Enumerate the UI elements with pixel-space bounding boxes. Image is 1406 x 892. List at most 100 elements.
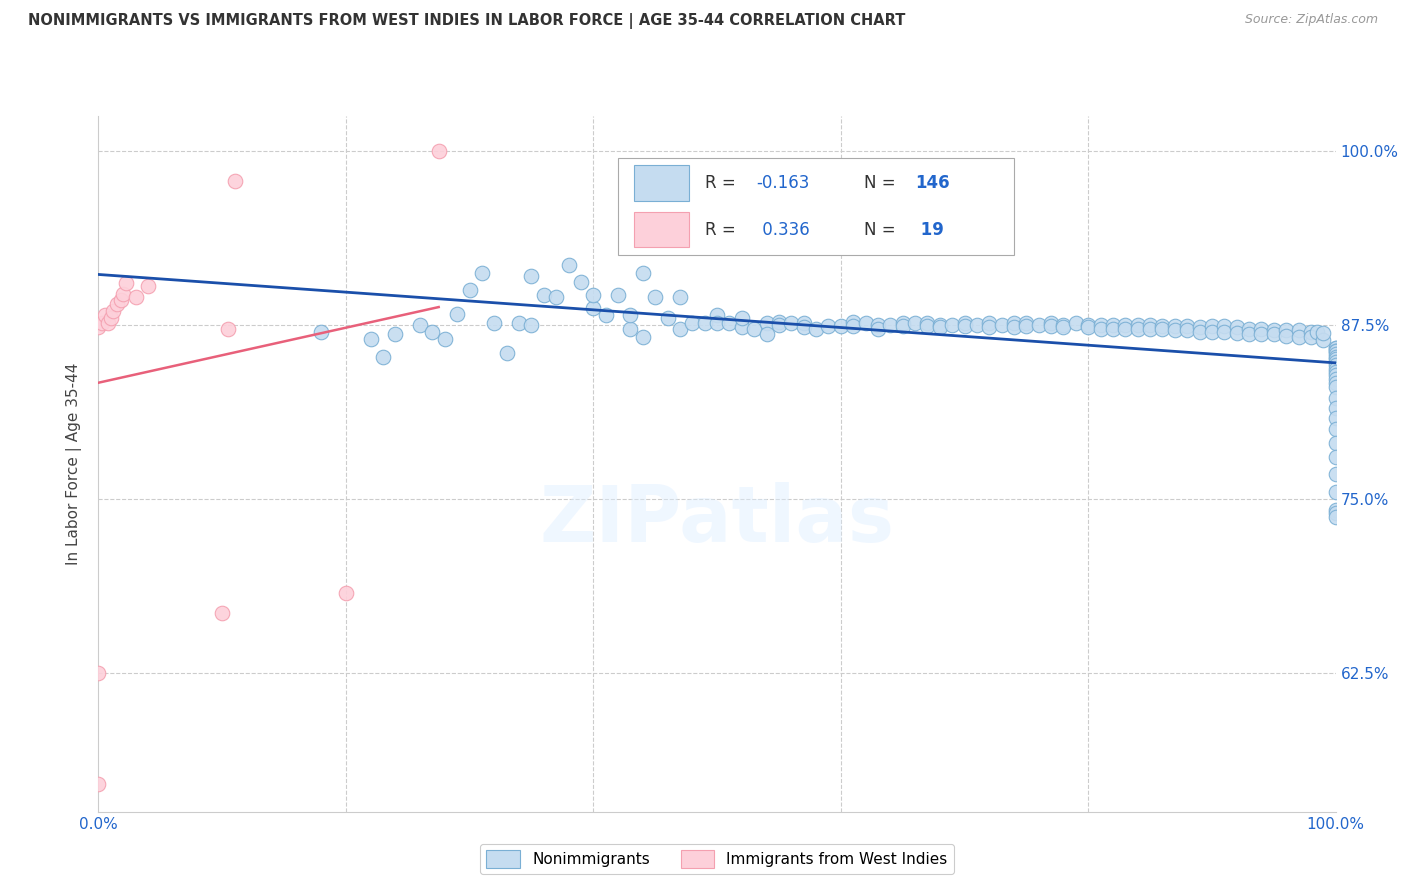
- Point: [1288, 330, 1310, 344]
- Point: [1324, 344, 1347, 359]
- Point: [409, 318, 432, 332]
- Point: [953, 316, 976, 330]
- Point: [731, 320, 754, 334]
- Point: [100, 310, 122, 325]
- Point: [520, 268, 543, 283]
- Point: [1040, 316, 1063, 330]
- Point: [1201, 325, 1223, 339]
- Point: [669, 322, 692, 336]
- Point: [891, 316, 914, 330]
- Point: [1324, 347, 1347, 361]
- Point: [681, 316, 703, 330]
- Point: [1102, 322, 1125, 336]
- Point: [1064, 316, 1087, 330]
- Point: [866, 318, 889, 332]
- Point: [1164, 323, 1187, 337]
- Point: [1324, 380, 1347, 394]
- Point: [427, 144, 450, 158]
- Point: [631, 266, 654, 280]
- Point: [371, 350, 394, 364]
- Point: [1324, 362, 1347, 376]
- Point: [1306, 325, 1329, 339]
- Point: [928, 320, 950, 334]
- Point: [742, 322, 765, 336]
- Text: -0.163: -0.163: [756, 174, 810, 192]
- Point: [508, 316, 530, 330]
- Point: [793, 316, 815, 330]
- Point: [1263, 327, 1285, 342]
- Point: [1324, 509, 1347, 524]
- FancyBboxPatch shape: [634, 212, 689, 247]
- Point: [1152, 322, 1174, 336]
- Point: [114, 276, 136, 290]
- Point: [110, 293, 132, 307]
- Point: [1126, 318, 1149, 332]
- Point: [1299, 325, 1322, 339]
- Point: [360, 332, 382, 346]
- Point: [1324, 411, 1347, 425]
- Point: [817, 319, 839, 334]
- Point: [1288, 323, 1310, 337]
- Point: [979, 320, 1001, 334]
- Point: [520, 318, 543, 332]
- Text: 19: 19: [915, 221, 943, 239]
- Legend: Nonimmigrants, Immigrants from West Indies: Nonimmigrants, Immigrants from West Indi…: [481, 844, 953, 873]
- Point: [1324, 344, 1347, 359]
- Point: [1324, 342, 1347, 356]
- Point: [87, 777, 110, 791]
- Point: [97, 316, 120, 330]
- Point: [136, 278, 159, 293]
- Point: [1114, 318, 1136, 332]
- Point: [309, 325, 332, 339]
- Point: [546, 290, 568, 304]
- Point: [1139, 318, 1161, 332]
- Point: [1250, 322, 1272, 336]
- Point: [619, 322, 641, 336]
- Point: [1188, 320, 1211, 334]
- Point: [1077, 318, 1099, 332]
- Point: [780, 316, 803, 330]
- Point: [928, 318, 950, 332]
- Point: [1164, 319, 1187, 334]
- Point: [706, 316, 728, 330]
- Point: [1275, 323, 1298, 337]
- Point: [433, 332, 456, 346]
- Point: [1213, 319, 1236, 334]
- Point: [1201, 319, 1223, 334]
- Text: N =: N =: [863, 174, 900, 192]
- Point: [866, 322, 889, 336]
- Point: [1299, 330, 1322, 344]
- Point: [211, 606, 233, 620]
- Point: [1015, 319, 1038, 334]
- Point: [966, 318, 988, 332]
- Point: [1002, 320, 1025, 334]
- Point: [1237, 322, 1260, 336]
- Point: [1114, 322, 1136, 336]
- Point: [631, 330, 654, 344]
- Point: [1077, 320, 1099, 334]
- Point: [755, 327, 778, 342]
- Point: [804, 322, 827, 336]
- Point: [124, 290, 146, 304]
- Point: [793, 320, 815, 334]
- Point: [990, 318, 1012, 332]
- Point: [1324, 365, 1347, 379]
- Point: [533, 288, 555, 302]
- Text: 146: 146: [915, 174, 949, 192]
- Point: [768, 318, 790, 332]
- Point: [855, 316, 877, 330]
- Point: [384, 327, 406, 342]
- Point: [1226, 320, 1249, 334]
- Point: [1102, 318, 1125, 332]
- Point: [657, 310, 679, 325]
- Point: [1152, 319, 1174, 334]
- FancyBboxPatch shape: [634, 166, 689, 201]
- Point: [1324, 392, 1347, 406]
- Point: [1324, 502, 1347, 516]
- Point: [1324, 355, 1347, 369]
- Point: [1250, 327, 1272, 342]
- Point: [1226, 326, 1249, 340]
- Point: [87, 320, 110, 334]
- Point: [953, 319, 976, 334]
- Point: [917, 316, 939, 330]
